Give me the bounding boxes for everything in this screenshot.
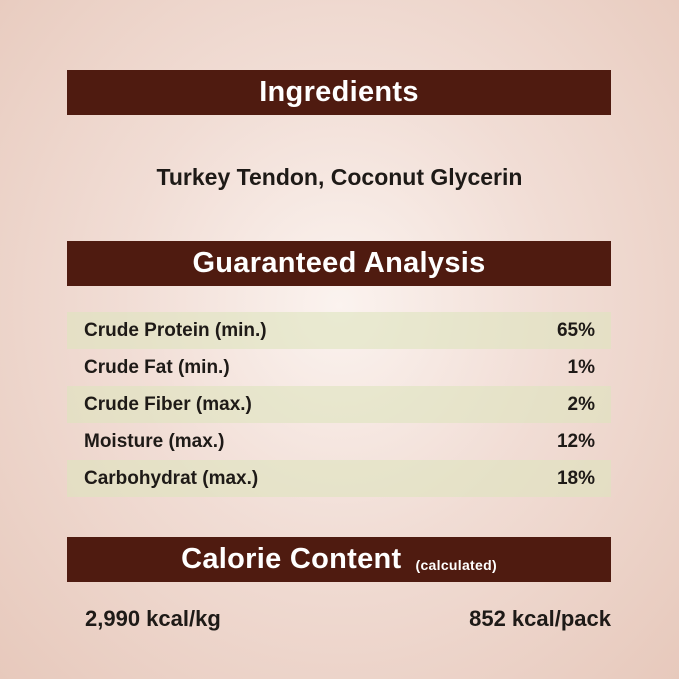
calorie-banner: Calorie Content (calculated) <box>67 537 611 582</box>
analysis-row: Moisture (max.) 12% <box>67 423 611 460</box>
analysis-row: Crude Fat (min.) 1% <box>67 349 611 386</box>
row-value: 1% <box>567 356 595 378</box>
analysis-row: Carbohydrat (max.) 18% <box>67 460 611 497</box>
row-value: 18% <box>556 467 595 489</box>
row-label: Crude Fat (min.) <box>84 356 230 378</box>
calorie-title: Calorie Content <box>181 543 402 575</box>
calorie-note: (calculated) <box>415 556 497 573</box>
analysis-row: Crude Fiber (max.) 2% <box>67 386 611 423</box>
analysis-row: Crude Protein (min.) 65% <box>67 312 611 349</box>
row-value: 65% <box>556 319 595 341</box>
ingredients-title: Ingredients <box>259 76 419 108</box>
row-label: Crude Fiber (max.) <box>84 393 252 415</box>
ingredients-text: Turkey Tendon, Coconut Glycerin <box>156 164 523 190</box>
ingredients-banner: Ingredients <box>67 70 611 115</box>
row-value: 2% <box>567 393 595 415</box>
calorie-per-pack: 852 kcal/pack <box>469 606 611 631</box>
row-label: Moisture (max.) <box>84 430 225 452</box>
row-label: Crude Protein (min.) <box>84 319 267 341</box>
row-value: 12% <box>556 430 595 452</box>
analysis-title: Guaranteed Analysis <box>192 247 486 279</box>
calorie-per-kg: 2,990 kcal/kg <box>85 606 221 631</box>
row-label: Carbohydrat (max.) <box>84 467 259 489</box>
analysis-banner: Guaranteed Analysis <box>67 241 611 286</box>
